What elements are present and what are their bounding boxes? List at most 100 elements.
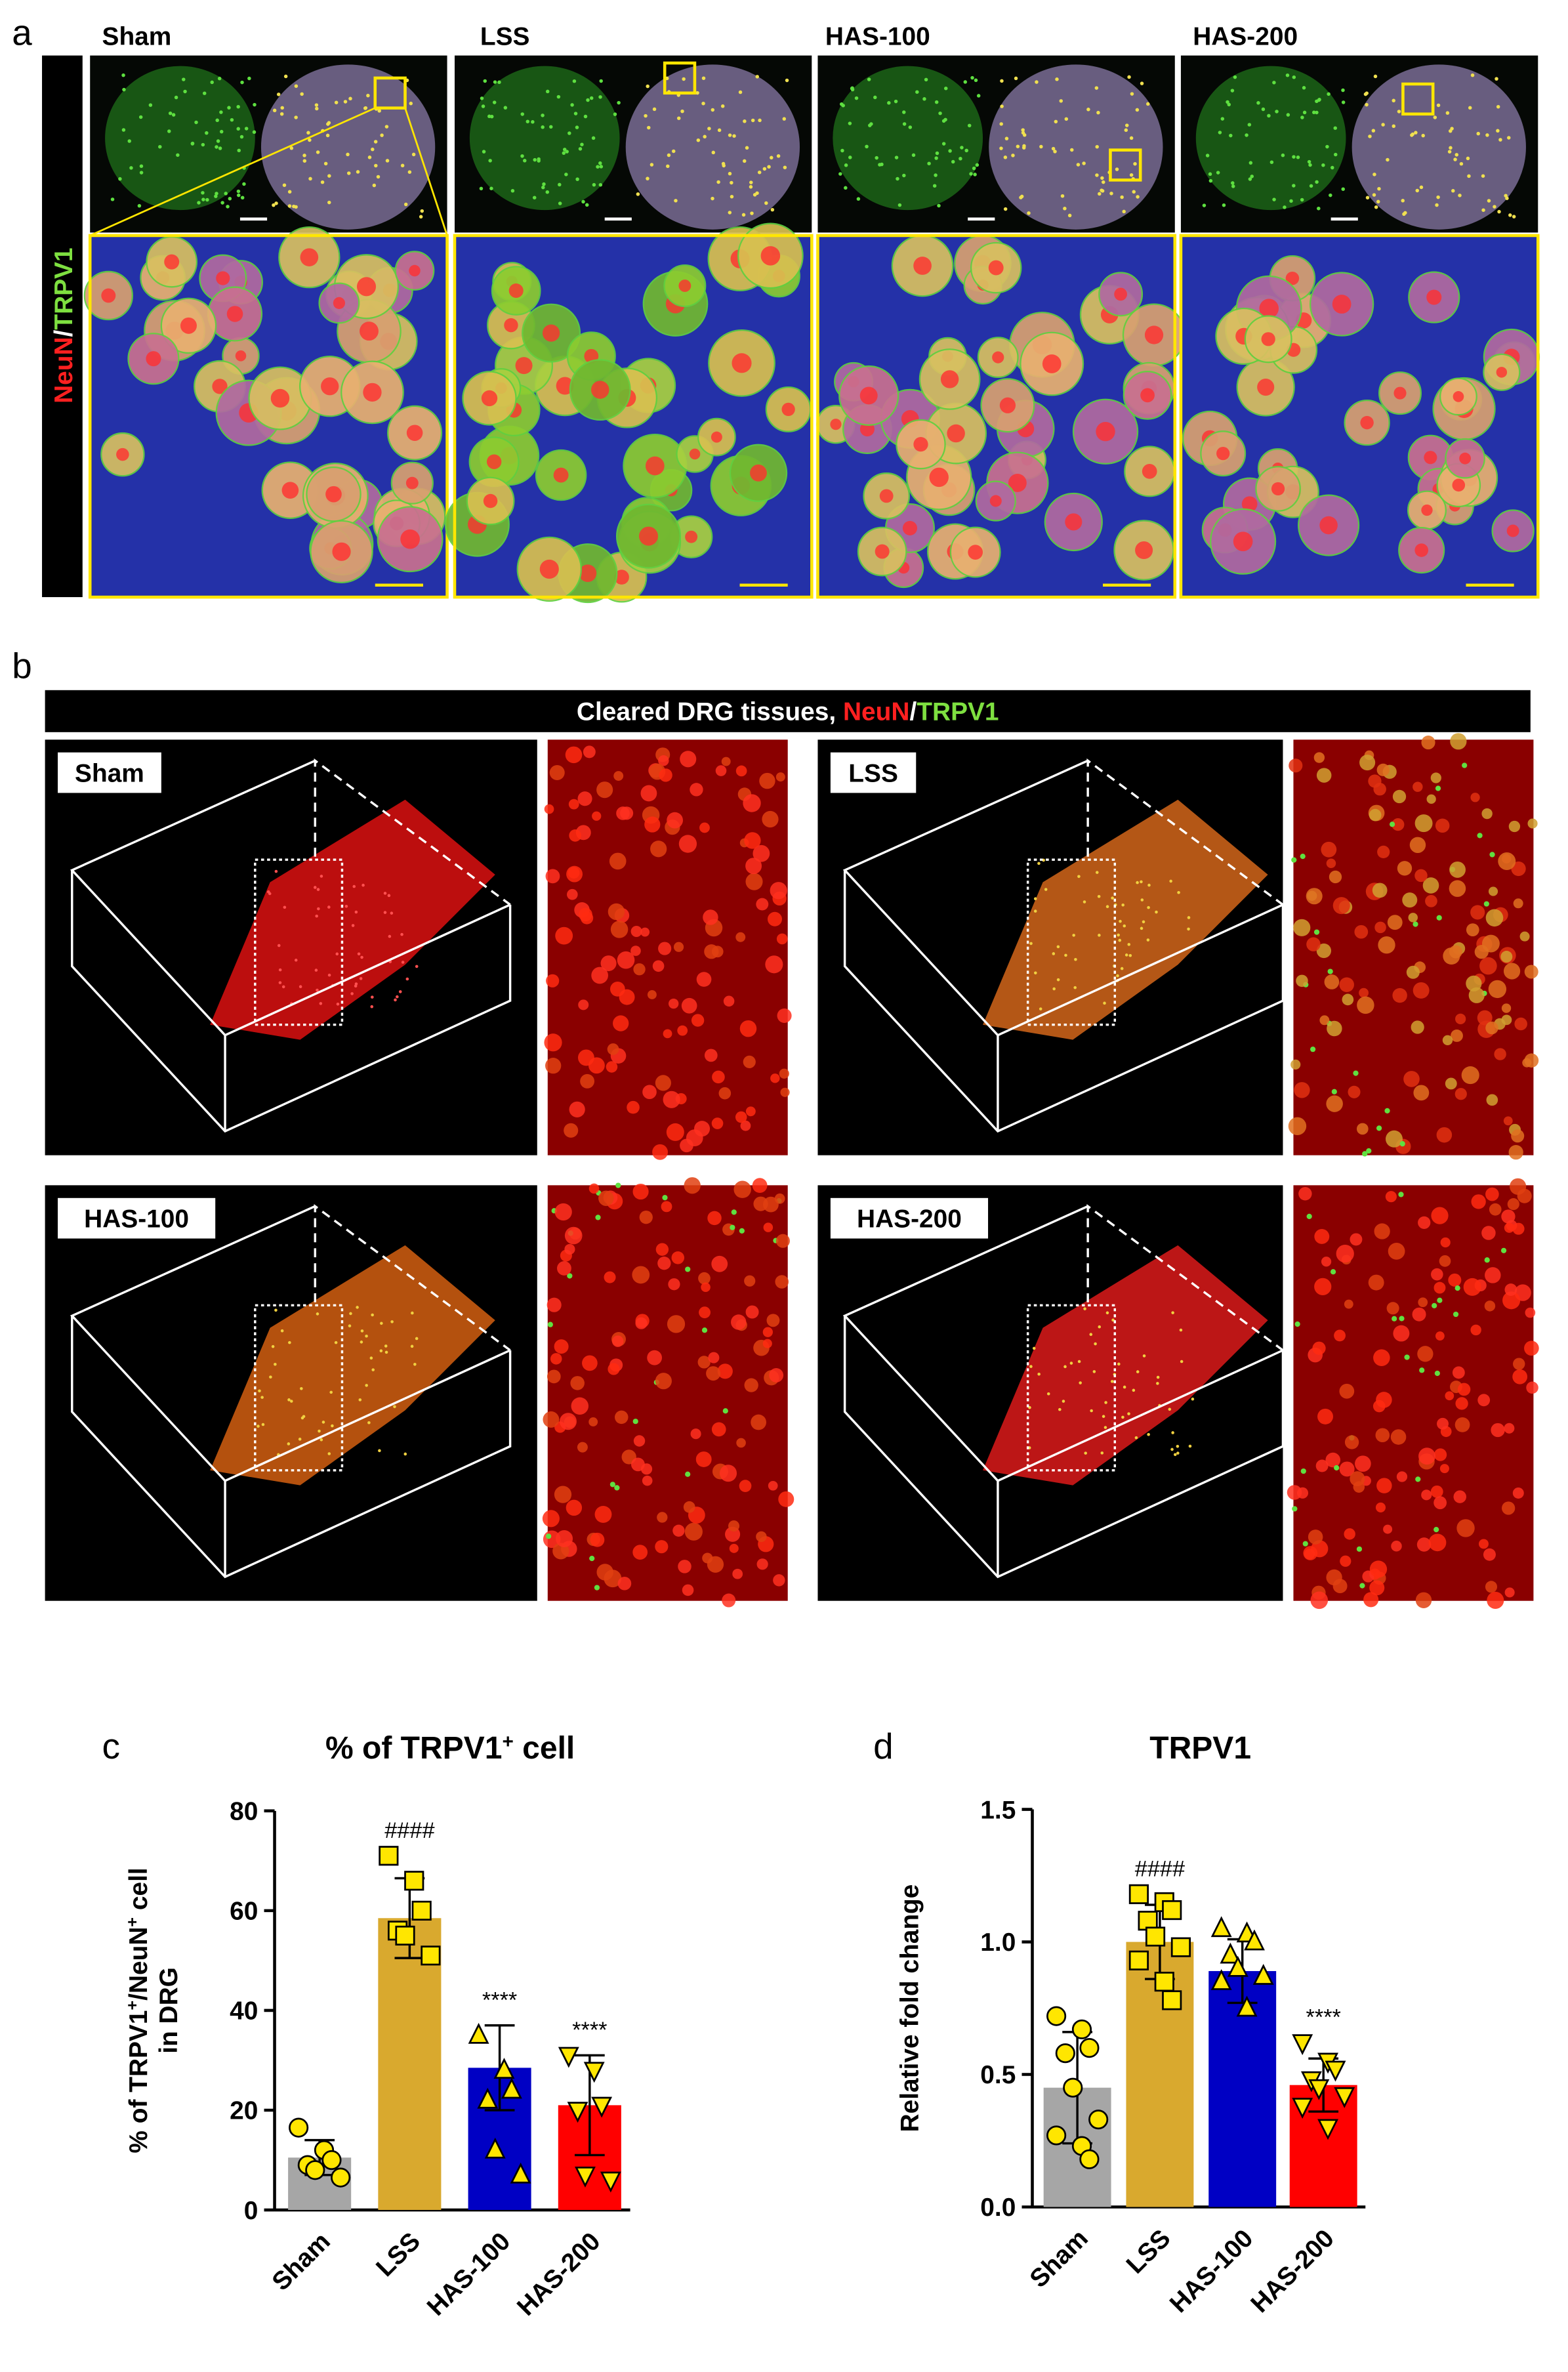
speck bbox=[1129, 136, 1134, 140]
speck bbox=[894, 156, 899, 159]
speck bbox=[344, 904, 348, 908]
speck bbox=[1310, 1047, 1316, 1052]
speck bbox=[1188, 1444, 1192, 1448]
speck bbox=[1230, 89, 1235, 93]
point bbox=[493, 2058, 515, 2079]
cell bbox=[550, 1353, 562, 1365]
speck bbox=[1245, 133, 1248, 137]
speck bbox=[1455, 1285, 1460, 1291]
speck bbox=[565, 150, 569, 154]
speck bbox=[294, 959, 298, 962]
nucleus bbox=[929, 467, 949, 488]
box-edge bbox=[842, 1205, 1284, 1482]
cell bbox=[1386, 1302, 1399, 1315]
point bbox=[1292, 2098, 1313, 2119]
panel-label: c bbox=[102, 1726, 120, 1766]
speck bbox=[599, 79, 603, 83]
cell bbox=[613, 771, 624, 781]
speck bbox=[1059, 99, 1063, 103]
speck bbox=[1435, 203, 1439, 207]
cell bbox=[545, 1058, 562, 1074]
speck bbox=[1076, 163, 1081, 167]
speck bbox=[902, 122, 907, 126]
cell bbox=[642, 1085, 657, 1100]
cell bbox=[707, 1211, 722, 1226]
speck bbox=[358, 1398, 362, 1402]
speck bbox=[1334, 152, 1338, 157]
speck bbox=[943, 86, 948, 91]
speck bbox=[856, 197, 861, 201]
cell bbox=[1316, 768, 1332, 783]
speck bbox=[613, 112, 617, 116]
cell bbox=[1388, 1243, 1405, 1260]
speck bbox=[236, 189, 241, 194]
speck bbox=[580, 142, 584, 146]
speck bbox=[313, 886, 317, 889]
speck bbox=[1063, 1365, 1067, 1369]
speck bbox=[1498, 138, 1502, 142]
speck bbox=[1052, 987, 1056, 991]
cell bbox=[1524, 965, 1538, 979]
speck bbox=[1169, 879, 1172, 883]
speck bbox=[972, 166, 976, 171]
cell bbox=[1390, 1429, 1407, 1445]
cell bbox=[1513, 898, 1523, 909]
speck bbox=[1413, 921, 1418, 927]
speck bbox=[959, 157, 962, 161]
nucleus bbox=[333, 297, 346, 309]
cell bbox=[1369, 1580, 1385, 1596]
cell bbox=[564, 1243, 575, 1255]
tissue bbox=[983, 799, 1268, 1040]
speck bbox=[1462, 762, 1468, 768]
speck bbox=[526, 119, 529, 123]
speck bbox=[549, 125, 553, 129]
speck bbox=[1094, 1342, 1097, 1346]
y-axis-label: in DRG bbox=[155, 1967, 183, 2054]
cell bbox=[661, 1201, 672, 1213]
speck bbox=[239, 135, 244, 139]
point bbox=[1244, 1929, 1265, 1951]
cell bbox=[691, 1014, 705, 1027]
speck bbox=[730, 180, 733, 185]
cell bbox=[577, 791, 592, 806]
tissue bbox=[983, 1245, 1268, 1486]
cell bbox=[598, 1190, 614, 1206]
cell bbox=[1376, 763, 1390, 777]
cell bbox=[1369, 1560, 1388, 1578]
speck bbox=[1453, 157, 1457, 161]
cell bbox=[1350, 1233, 1363, 1246]
speck bbox=[1121, 1415, 1124, 1419]
cell bbox=[1431, 1207, 1449, 1224]
nucleus bbox=[356, 277, 377, 297]
speck bbox=[1419, 1367, 1425, 1373]
cell bbox=[1481, 1226, 1496, 1240]
speck bbox=[316, 988, 319, 992]
speck bbox=[1306, 1213, 1312, 1220]
speck bbox=[327, 200, 331, 205]
cell bbox=[1451, 1030, 1463, 1042]
speck bbox=[1411, 132, 1415, 136]
speck bbox=[1397, 110, 1401, 114]
point bbox=[558, 2047, 579, 2068]
speck bbox=[973, 173, 977, 177]
speck bbox=[269, 1375, 272, 1379]
speck bbox=[407, 170, 412, 174]
speck bbox=[943, 117, 947, 122]
box-edge bbox=[70, 1205, 511, 1482]
cell bbox=[698, 1272, 711, 1285]
speck bbox=[1072, 934, 1075, 937]
speck bbox=[1098, 934, 1101, 937]
cell bbox=[681, 997, 697, 1014]
label-part: Relative fold change bbox=[896, 1884, 924, 2133]
speck bbox=[320, 1438, 323, 1442]
cell bbox=[1421, 1489, 1432, 1501]
cell bbox=[667, 812, 684, 829]
speck bbox=[415, 965, 419, 968]
cell bbox=[1510, 1178, 1527, 1195]
speck bbox=[1205, 154, 1210, 157]
speck bbox=[695, 91, 699, 95]
cell bbox=[1406, 965, 1420, 979]
speck bbox=[1477, 833, 1483, 839]
speck bbox=[289, 146, 294, 150]
speck bbox=[840, 148, 844, 153]
